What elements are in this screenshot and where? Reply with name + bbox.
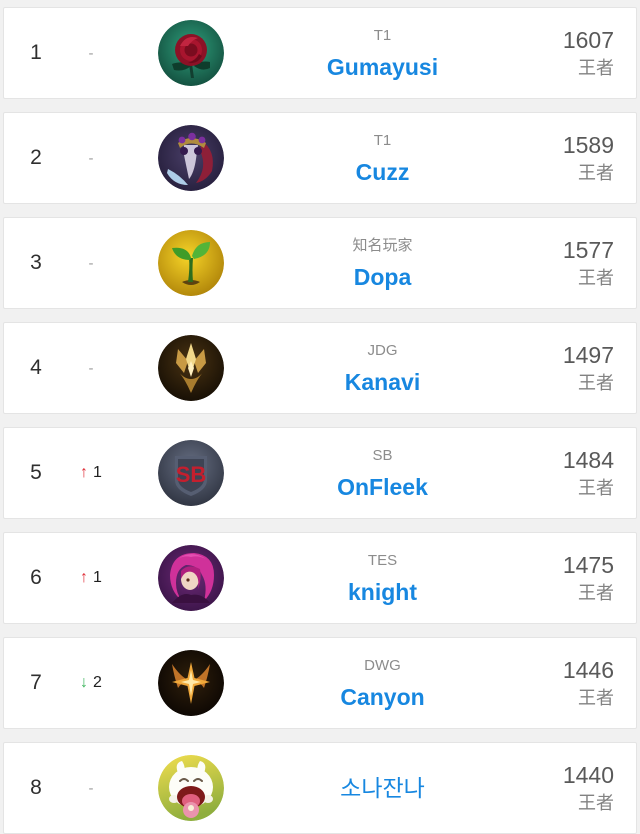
rank-change-value: 1 <box>93 464 102 481</box>
ranking-row[interactable]: 1 - T1 Gumayusi 1607 王者 <box>3 7 637 99</box>
rating-points: 1577 <box>562 236 614 263</box>
rank-change-value: - <box>88 149 94 167</box>
player-info: 知名玩家 Dopa <box>224 236 541 291</box>
player-name[interactable]: 소나잔나 <box>340 775 425 801</box>
xayah-avatar[interactable] <box>158 545 224 611</box>
sprout-avatar[interactable] <box>158 230 224 296</box>
rating-info: 1446 王者 <box>541 657 636 710</box>
team-tag: DWG <box>364 656 401 674</box>
player-info: T1 Cuzz <box>224 131 541 186</box>
rating-info: 1440 王者 <box>541 762 636 815</box>
tier-label: 王者 <box>578 267 614 288</box>
rating-info: 1607 王者 <box>541 27 636 80</box>
rank-number: 6 <box>30 566 42 589</box>
rating-points: 1607 <box>562 26 614 53</box>
tier-label: 王者 <box>578 162 614 183</box>
team-tag: T1 <box>373 26 392 44</box>
tier-label: 王者 <box>578 687 614 708</box>
ranking-row[interactable]: 3 - 知名玩家 Dopa 1577 王者 <box>3 217 637 309</box>
rank-change-arrow-icon: ↑ <box>80 464 89 481</box>
player-info: TES knight <box>224 551 541 606</box>
ranking-row[interactable]: 2 - T1 Cuzz 1589 王者 <box>3 112 637 204</box>
rank-change: ↑ 1 <box>68 464 114 482</box>
tier-label: 王者 <box>578 57 614 78</box>
rank-change: ↓ 2 <box>68 674 114 692</box>
rating-info: 1497 王者 <box>541 342 636 395</box>
team-tag: TES <box>367 551 398 569</box>
rank-number: 4 <box>30 356 42 379</box>
ranking-row[interactable]: 7 ↓ 2 DWG Canyon 1446 王者 <box>3 637 637 729</box>
rating-points: 1484 <box>562 446 614 473</box>
rating-points: 1446 <box>562 656 614 683</box>
player-name[interactable]: Gumayusi <box>326 53 439 80</box>
rank-change-value: - <box>88 254 94 272</box>
rank-number: 7 <box>30 671 42 694</box>
rating-points: 1497 <box>562 341 614 368</box>
rank-change-value: - <box>88 44 94 62</box>
player-info: 소나잔나 <box>224 774 541 802</box>
rank-change-arrow-icon: ↓ <box>80 674 89 691</box>
team-tag: JDG <box>367 341 398 359</box>
flame-crest-avatar[interactable] <box>158 650 224 716</box>
tier-label: 王者 <box>578 792 614 813</box>
rank-change-value: 2 <box>93 674 102 691</box>
player-info: SB OnFleek <box>224 446 541 501</box>
rank-number: 8 <box>30 776 42 799</box>
rank-change-arrow-icon: ↑ <box>80 569 89 586</box>
tier-label: 王者 <box>578 372 614 393</box>
tier-label: 王者 <box>578 582 614 603</box>
rank-number: 1 <box>30 41 42 64</box>
team-tag: T1 <box>373 131 392 149</box>
rose-avatar[interactable] <box>158 20 224 86</box>
tier-label: 王者 <box>578 477 614 498</box>
bird-mask-avatar[interactable] <box>158 125 224 191</box>
rating-info: 1484 王者 <box>541 447 636 500</box>
team-tag: SB <box>372 446 393 464</box>
team-tag: 知名玩家 <box>352 236 413 254</box>
gold-crest-avatar[interactable] <box>158 335 224 401</box>
rank-change: - <box>68 150 114 167</box>
rank-change: - <box>68 45 114 62</box>
ranking-row[interactable]: 8 - 소나잔나 1440 王者 <box>3 742 637 834</box>
rating-points: 1475 <box>562 551 614 578</box>
player-name[interactable]: knight <box>348 578 417 605</box>
rank-change-value: - <box>88 779 94 797</box>
ranking-row[interactable]: 4 - JDG Kanavi 1497 王者 <box>3 322 637 414</box>
ranking-row[interactable]: 5 ↑ 1 SB OnFleek 1484 王者 <box>3 427 637 519</box>
rating-points: 1440 <box>562 761 614 788</box>
rating-info: 1577 王者 <box>541 237 636 290</box>
player-info: DWG Canyon <box>224 656 541 711</box>
rank-change: - <box>68 780 114 797</box>
player-name[interactable]: OnFleek <box>337 473 428 500</box>
rank-change-value: 1 <box>93 569 102 586</box>
player-name[interactable]: Dopa <box>353 263 412 290</box>
rank-change: - <box>68 255 114 272</box>
rank-number: 2 <box>30 146 42 169</box>
sb-shield-avatar[interactable] <box>158 440 224 506</box>
player-info: T1 Gumayusi <box>224 26 541 81</box>
rating-info: 1589 王者 <box>541 132 636 185</box>
poro-avatar[interactable] <box>158 755 224 821</box>
rank-number: 5 <box>30 461 42 484</box>
player-name[interactable]: Cuzz <box>355 158 410 185</box>
rank-number: 3 <box>30 251 42 274</box>
player-name[interactable]: Canyon <box>340 683 425 710</box>
rank-change: - <box>68 360 114 377</box>
rank-change: ↑ 1 <box>68 569 114 587</box>
ranking-row[interactable]: 6 ↑ 1 TES knight 1475 王者 <box>3 532 637 624</box>
player-name[interactable]: Kanavi <box>344 368 421 395</box>
player-info: JDG Kanavi <box>224 341 541 396</box>
rank-change-value: - <box>88 359 94 377</box>
rating-points: 1589 <box>562 131 614 158</box>
rating-info: 1475 王者 <box>541 552 636 605</box>
